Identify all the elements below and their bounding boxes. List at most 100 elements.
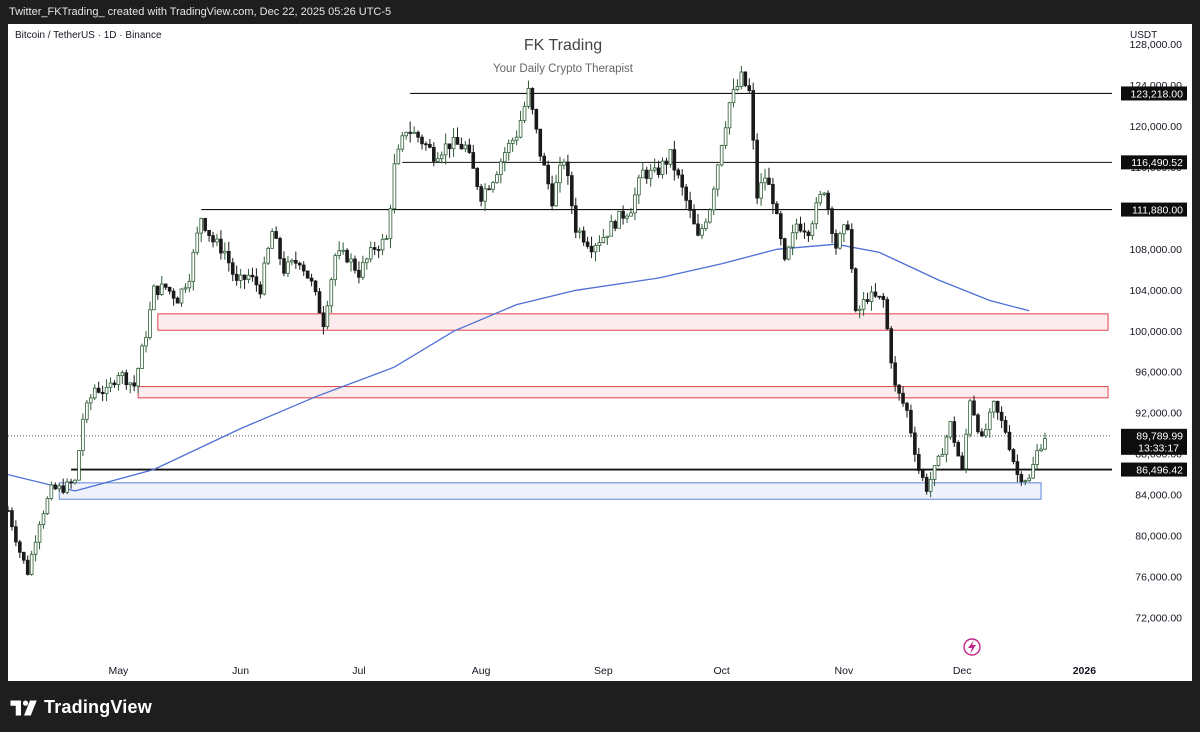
x-tick-label: Jul [352,665,365,677]
price-chart[interactable]: 72,000.0076,000.0080,000.0084,000.0088,0… [8,24,1192,681]
candle-body [534,108,539,130]
candle-body [767,177,771,185]
candle-body [223,250,227,254]
brand-logo[interactable]: TradingView [10,697,152,718]
candle-body [321,312,326,328]
candle-body [357,269,361,278]
candle-body [380,238,385,251]
candle-body [613,221,617,229]
candle-body [755,139,759,199]
candle-body [621,210,625,219]
candle-body [317,291,322,314]
y-tick-label: 120,000.00 [1129,121,1182,133]
candle-body [270,231,274,249]
candle-body [361,262,365,278]
candle-body [763,177,767,184]
candle-body [775,203,779,215]
candle-body [400,135,405,150]
candle-body [913,432,917,455]
candle-body [928,479,933,492]
price-unit: USDT [1130,30,1158,41]
candle-body [337,250,341,256]
lightning-icon[interactable] [963,638,981,656]
candle-body [451,137,456,150]
tradingview-logo-icon [10,700,37,715]
candle-body [648,169,653,179]
candle-body [609,221,614,237]
candle-body [85,402,89,420]
candle-body [92,387,97,399]
candle-body [286,261,290,274]
candle-body [116,375,121,386]
candle-body [10,510,14,528]
candle-body [495,174,499,184]
candle-body [159,283,164,296]
candle-body [629,212,633,217]
candle-body [668,149,673,165]
candle-body [368,247,373,260]
price-label: 116,490.52 [1131,157,1183,169]
candle-body [885,299,890,330]
price-label: 86,496.42 [1136,464,1183,476]
candle-body [711,188,716,211]
candle-body [597,242,602,246]
candle-body [798,223,803,232]
candle-body [443,143,448,156]
candle-body [719,145,724,166]
candle-body [968,400,972,435]
x-tick-label: Jun [232,665,249,677]
candle-body [396,148,401,165]
candle-body [416,131,420,138]
candle-body [167,286,172,292]
candle-body [589,245,594,253]
candle-body [207,230,211,236]
candle-body [771,184,775,205]
candle-body [65,481,69,493]
candle-body [940,453,945,457]
candle-body [424,143,428,146]
candle-body [747,85,752,91]
candle-body [388,208,393,240]
candle-body [305,270,310,279]
candle-body [518,120,523,138]
candle-body [191,251,196,282]
candle-body [660,160,665,175]
candle-body [932,465,937,480]
candle-body [408,131,412,134]
candle-body [124,372,129,386]
candle-body [822,192,826,195]
candle-body [715,164,720,190]
candle-body [128,382,133,386]
candle-body [897,384,901,394]
candle-body [980,431,984,437]
candle-body [404,131,409,137]
candle-body [948,421,953,438]
candle-body [333,255,338,281]
candle-body [384,238,389,241]
candle-body [991,400,996,413]
candle-body [41,513,46,525]
candle-body [463,144,468,150]
candle-body [846,224,850,230]
footer-bar: TradingView [0,681,1200,732]
candle-body [69,481,73,484]
candle-body [1003,419,1008,433]
candle-body [577,230,582,233]
candle-body [1027,477,1031,482]
candle-body [909,409,913,434]
candle-body [483,188,487,202]
candle-body [89,397,93,404]
candle-body [132,382,136,387]
chart-pane[interactable]: 72,000.0076,000.0080,000.0084,000.0088,0… [8,24,1192,681]
candle-body [554,182,558,207]
price-label: 111,880.00 [1132,204,1183,216]
candle-body [570,175,574,207]
candle-body [944,436,949,455]
candle-body [826,192,830,210]
candle-body [656,167,661,175]
candle-body [435,158,440,162]
candle-body [364,258,369,264]
candle-body [893,362,897,386]
x-tick-label: Aug [472,665,491,677]
candle-body [491,182,495,190]
